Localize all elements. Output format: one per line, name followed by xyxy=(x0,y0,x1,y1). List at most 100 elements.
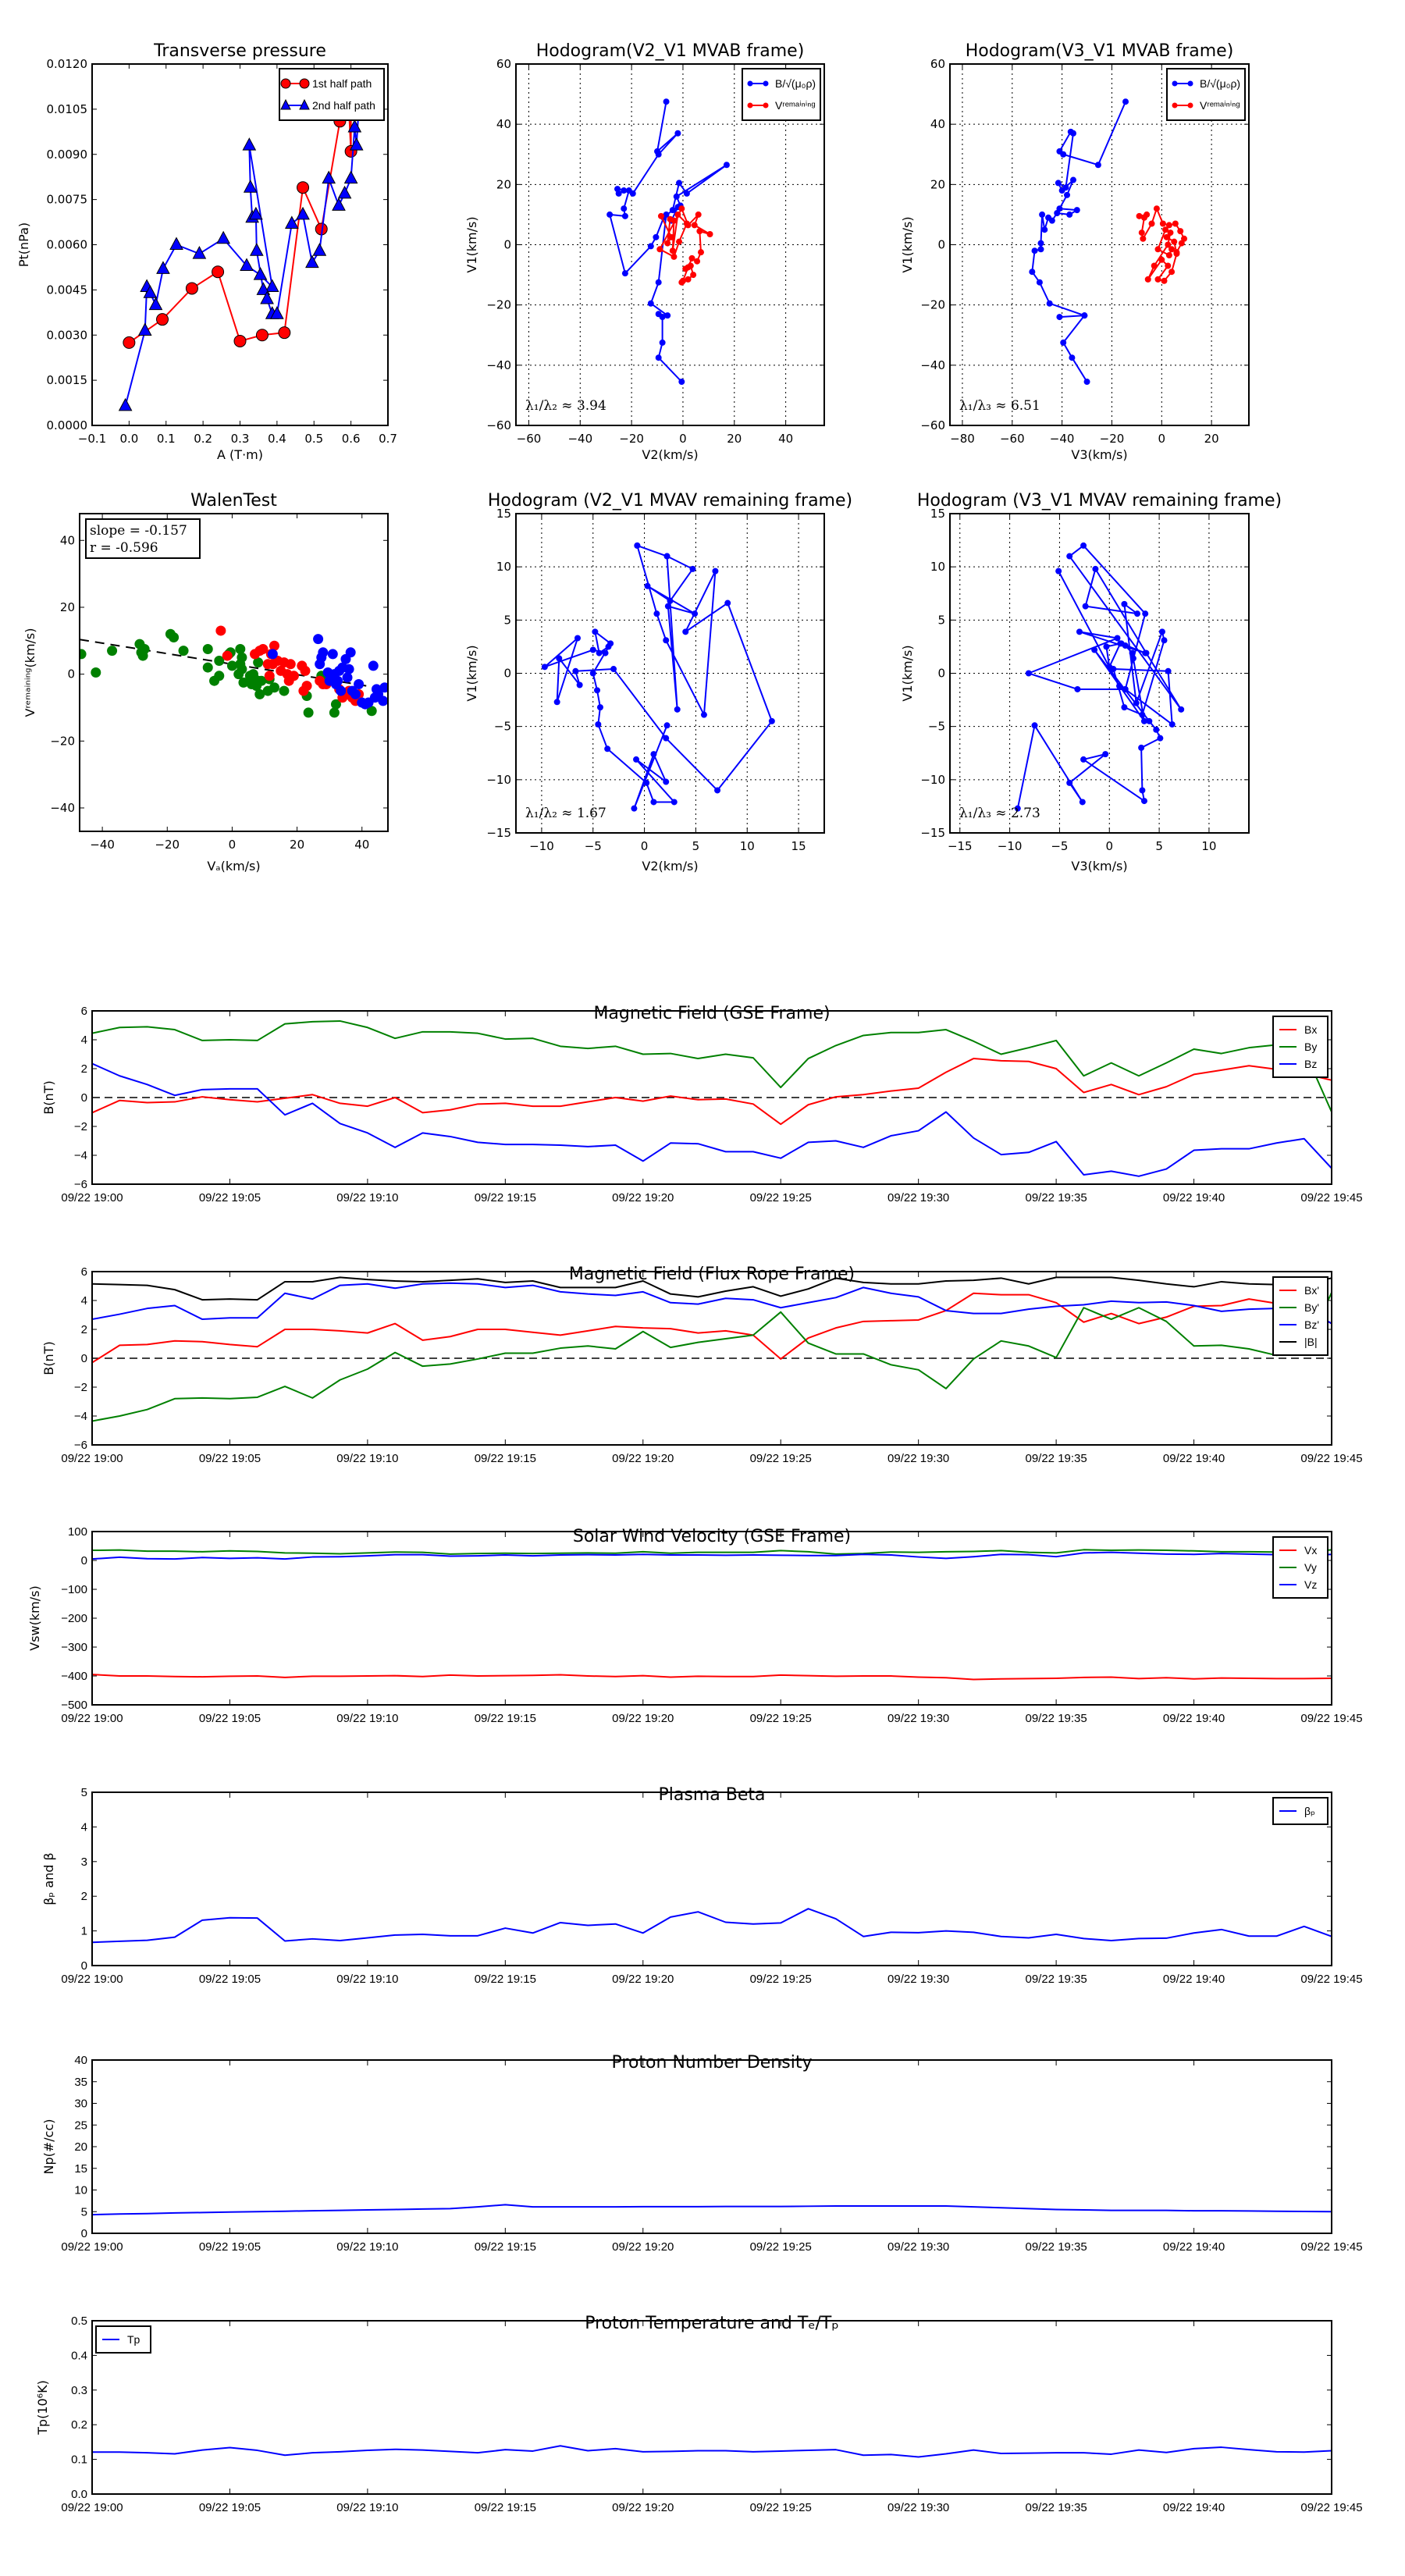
data-point xyxy=(1069,130,1076,137)
data-point xyxy=(668,233,675,240)
x-tick-label: 09/22 19:20 xyxy=(612,1452,674,1465)
x-tick-label: 09/22 19:25 xyxy=(750,2501,812,2514)
legend: Bx By Bz xyxy=(1272,1016,1329,1078)
data-point xyxy=(574,635,581,642)
data-point xyxy=(313,634,324,645)
data-point xyxy=(664,603,671,610)
data-point xyxy=(1116,682,1123,689)
x-tick-label: 09/22 19:30 xyxy=(887,1452,949,1465)
data-point xyxy=(659,314,666,321)
x-tick-label: 09/22 19:30 xyxy=(887,1191,949,1204)
x-tick-label: 09/22 19:15 xyxy=(475,1191,536,1204)
data-point xyxy=(643,779,650,786)
data-point xyxy=(634,542,641,549)
data-point xyxy=(1142,610,1149,617)
data-point xyxy=(296,206,310,220)
data-point xyxy=(256,675,267,686)
data-point xyxy=(1162,226,1169,233)
x-tick-label: 0 xyxy=(229,838,237,852)
data-point xyxy=(653,233,660,240)
data-point xyxy=(685,276,692,283)
x-tick-label: 40 xyxy=(354,838,369,852)
data-point xyxy=(233,334,247,347)
y-tick-label: 0 xyxy=(81,1091,87,1105)
data-point xyxy=(664,240,671,247)
data-point xyxy=(663,637,670,644)
data-point xyxy=(604,745,611,753)
x-tick-label: 09/22 19:20 xyxy=(612,1712,674,1725)
data-point xyxy=(674,130,681,137)
chart-title: Hodogram (V3_V1 MVAV remaining frame) xyxy=(917,491,1282,511)
y-tick-label: −300 xyxy=(61,1641,87,1654)
plot-area xyxy=(1014,542,1185,812)
chart-magnetic-field-flux-rope: Magnetic Field (Flux Rope Frame) 09/22 19… xyxy=(41,1265,1363,1465)
data-point xyxy=(1029,269,1036,276)
x-tick-label: 0.2 xyxy=(194,432,212,446)
data-point xyxy=(1136,212,1143,219)
x-tick-label: 0.5 xyxy=(304,432,323,446)
plot-area xyxy=(92,1276,1332,1422)
legend: Vx Vy Vz xyxy=(1272,1536,1329,1599)
chart-hodogram-v2-v1-mvav: Hodogram (V2_V1 MVAV remaining frame) −10… xyxy=(464,491,852,873)
data-point xyxy=(1069,176,1076,183)
x-tick-label: −60 xyxy=(517,432,542,446)
y-tick-label: 10 xyxy=(74,2184,87,2197)
chart-title: Transverse pressure xyxy=(153,41,326,61)
data-point xyxy=(682,265,689,272)
y-tick-label: 5 xyxy=(81,1786,87,1799)
plot-frame xyxy=(91,2059,1332,2234)
data-point xyxy=(663,211,670,218)
legend-label: Vx xyxy=(1304,1544,1317,1557)
data-point xyxy=(378,696,388,706)
data-point xyxy=(1036,279,1043,286)
data-point xyxy=(656,246,663,253)
data-point xyxy=(216,230,231,244)
x-tick-label: −40 xyxy=(90,838,115,852)
eigenvalue-ratio: λ₁/λ₃ ≈ 6.51 xyxy=(959,398,1040,414)
data-point xyxy=(123,336,136,349)
data-point xyxy=(1041,226,1048,233)
data-point xyxy=(322,170,336,184)
chart-magnetic-field-gse: Magnetic Field (GSE Frame) 09/22 19:00 09/… xyxy=(41,1004,1363,1204)
data-point xyxy=(659,339,666,346)
y-tick-label: −15 xyxy=(920,826,945,840)
chart-title: Hodogram(V3_V1 MVAB frame) xyxy=(966,41,1234,61)
y-axis-label: V1(km/s) xyxy=(464,645,479,701)
data-point xyxy=(678,205,685,212)
y-tick-label: 0.3 xyxy=(71,2384,87,2397)
plot-frame xyxy=(515,513,825,834)
data-point xyxy=(1172,220,1179,227)
y-tick-label: −60 xyxy=(486,418,511,432)
y-tick-label: 0.1 xyxy=(71,2453,87,2467)
data-point xyxy=(1056,148,1063,155)
data-point xyxy=(337,185,352,199)
x-tick-label: 09/22 19:00 xyxy=(61,1191,123,1204)
data-point xyxy=(694,258,701,265)
series-line-by xyxy=(92,1292,1332,1422)
x-tick-label: 09/22 19:35 xyxy=(1025,1973,1087,1986)
data-point xyxy=(1102,751,1109,758)
data-point xyxy=(683,190,690,197)
data-point xyxy=(1037,246,1044,253)
data-point xyxy=(614,186,621,193)
y-tick-label: 5 xyxy=(503,613,511,627)
data-point xyxy=(260,290,274,304)
x-tick-label: −5 xyxy=(585,839,602,853)
data-point xyxy=(670,799,678,806)
data-point xyxy=(253,267,268,280)
x-tick-label: 09/22 19:40 xyxy=(1163,1452,1225,1465)
x-tick-label: 09/22 19:00 xyxy=(61,2501,123,2514)
legend-label: B/√(μ₀ρ) xyxy=(775,77,816,90)
data-point xyxy=(1154,276,1161,283)
y-tick-label: −5 xyxy=(494,720,511,734)
series-green xyxy=(80,628,377,718)
y-tick-label: −100 xyxy=(61,1583,87,1596)
x-tick-label: 09/22 19:25 xyxy=(750,1191,812,1204)
legend-marker xyxy=(1187,80,1193,87)
data-point xyxy=(214,671,225,681)
plot-area xyxy=(92,2204,1332,2216)
legend-label: Bx' xyxy=(1304,1284,1319,1297)
x-tick-label: 09/22 19:00 xyxy=(61,1712,123,1725)
x-tick-label: 09/22 19:30 xyxy=(887,2240,949,2254)
data-point xyxy=(682,628,689,635)
